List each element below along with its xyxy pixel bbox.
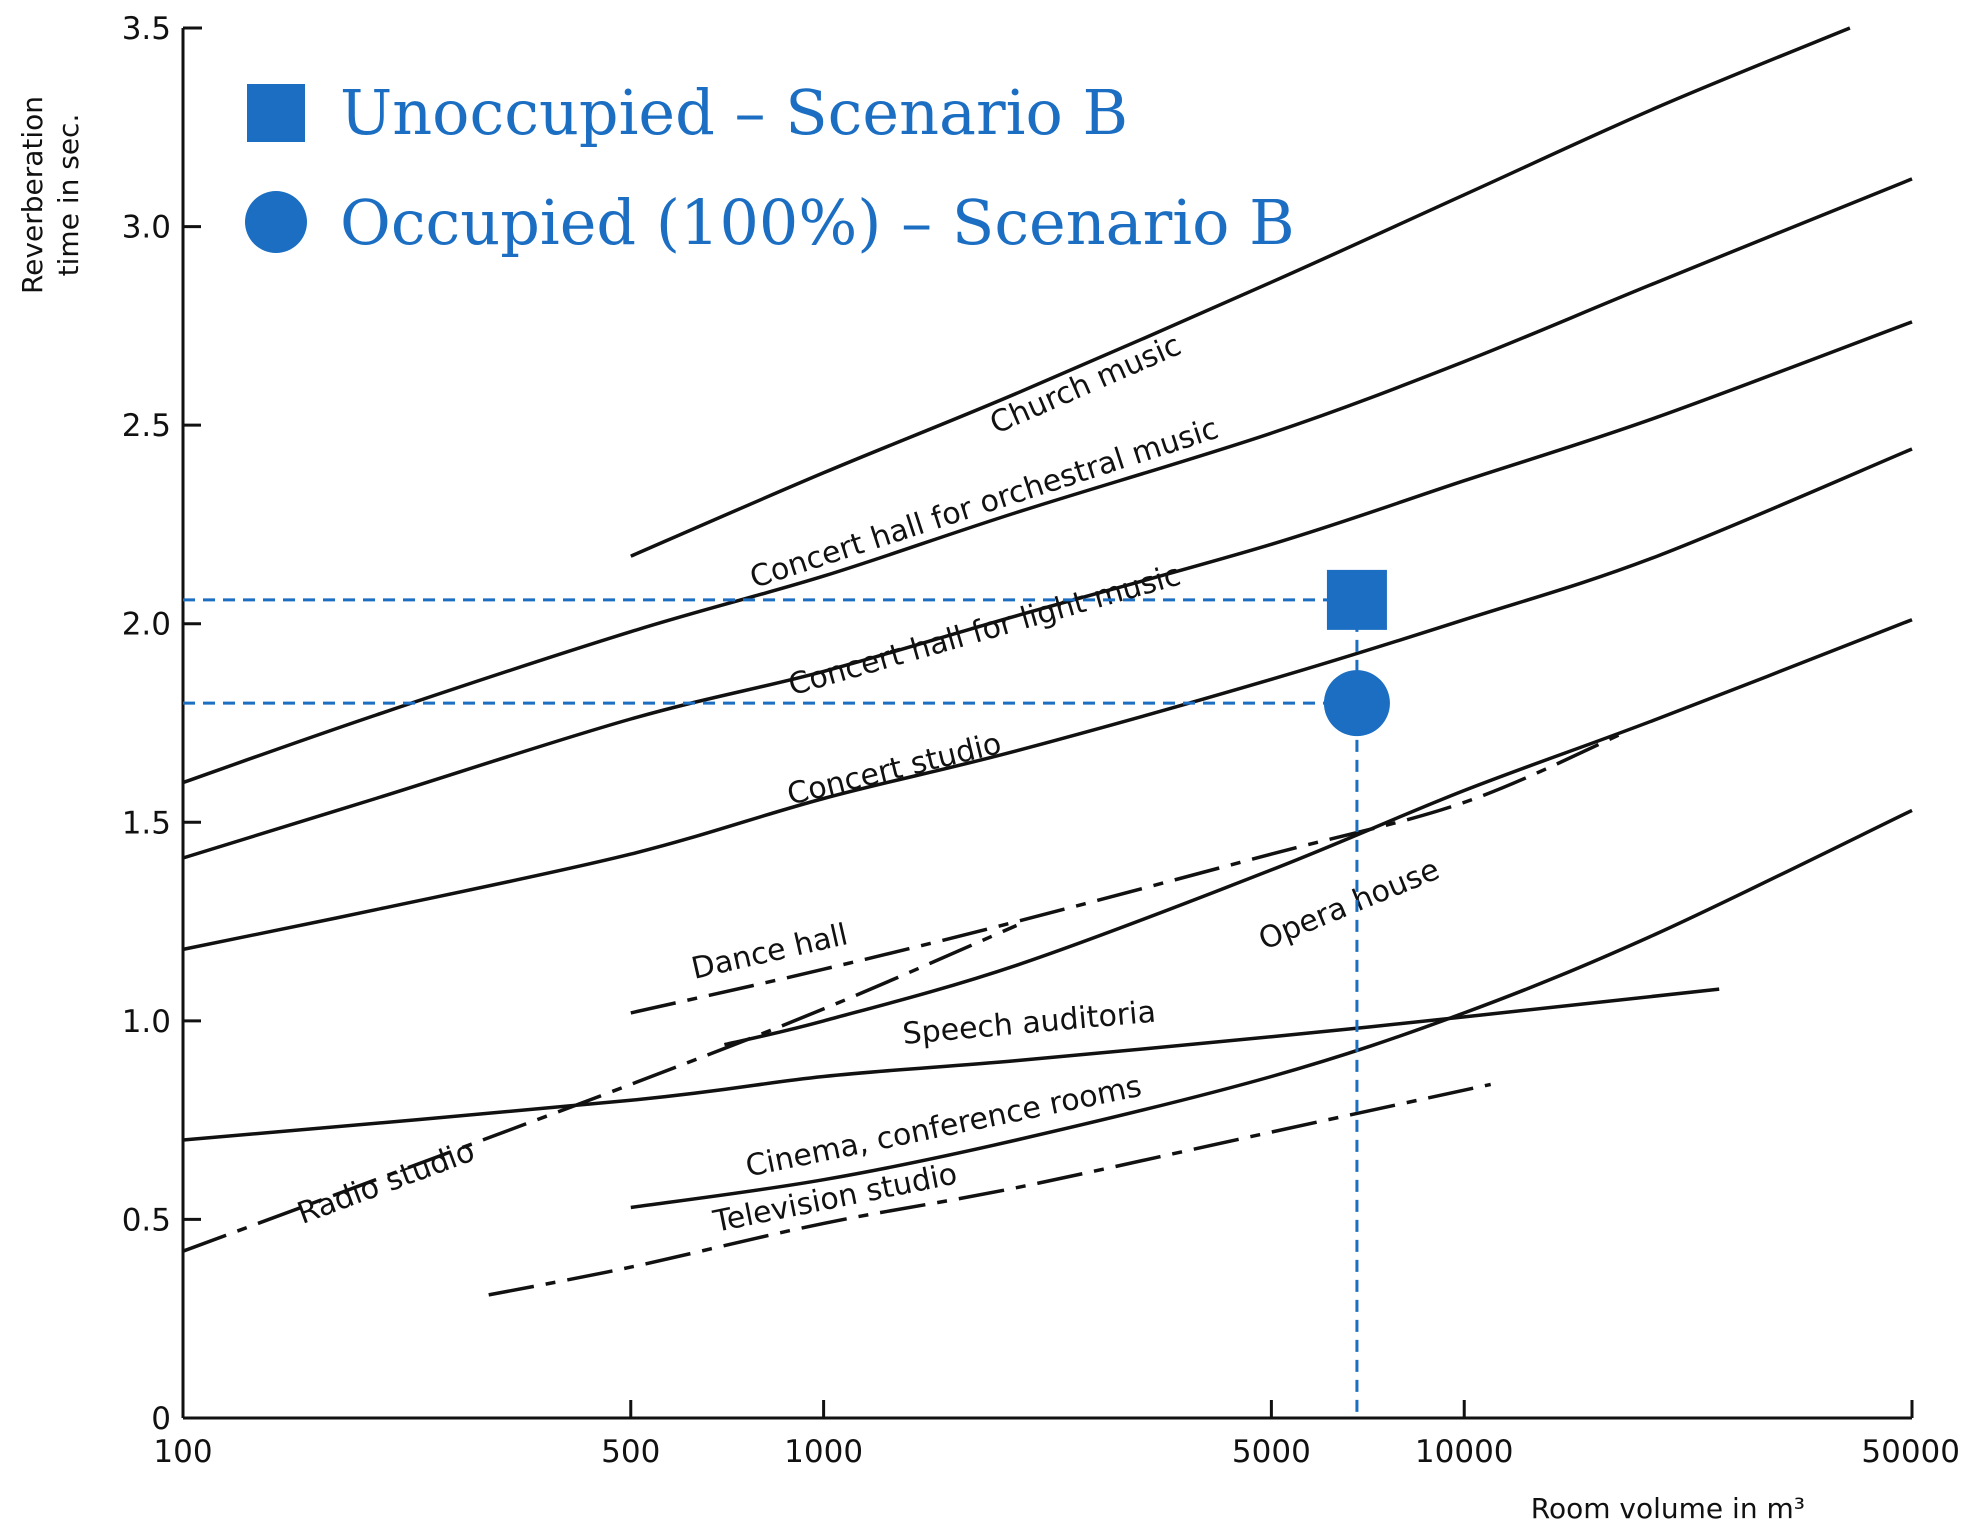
x-tick-label: 1000	[784, 1434, 863, 1470]
legend-square-icon	[247, 84, 305, 142]
curves	[182, 26, 1913, 1297]
y-tick-label: 3.5	[122, 11, 171, 47]
y-tick-label: 3.0	[122, 210, 171, 246]
y-axis-title-line2: time in sec.	[52, 114, 85, 277]
y-axis-title-line1: Reverberation	[16, 96, 49, 294]
curve-opera-house	[723, 618, 1913, 1047]
y-tick-label: 2.0	[122, 607, 171, 643]
marker-occupied-circle	[1323, 670, 1390, 737]
curve-church-music	[630, 26, 1851, 558]
data-markers	[1323, 569, 1390, 737]
y-tick-label: 1.0	[122, 1004, 171, 1040]
curve-concert-hall-for-orchestral-music	[182, 177, 1913, 785]
legend: Unoccupied – Scenario B Occupied (100%) –…	[245, 76, 1295, 259]
guide-lines	[183, 598, 1359, 1418]
marker-unoccupied-square	[1326, 569, 1387, 630]
legend-label-unoccupied-scenario-b: Unoccupied – Scenario B	[340, 76, 1128, 149]
y-tick-label: 0	[151, 1401, 171, 1437]
y-tick-label: 2.5	[122, 408, 171, 444]
legend-circle-icon	[245, 191, 307, 253]
x-axis-title: Room volume in m³	[1531, 1492, 1805, 1525]
curve-concert-hall-for-light-music	[182, 320, 1913, 860]
x-tick-label: 10000	[1415, 1434, 1514, 1470]
x-tick-label: 500	[601, 1434, 660, 1470]
x-tick-label: 50000	[1861, 1434, 1960, 1470]
curve-speech-auditoria	[182, 987, 1720, 1142]
x-ticks: 100 500 1000 5000 10000 50000	[153, 1400, 1960, 1470]
legend-label-occupied-100-scenario-b: Occupied (100%) – Scenario B	[340, 186, 1295, 259]
curve-radio-studio	[182, 923, 1018, 1253]
curve-television-studio	[488, 1082, 1492, 1297]
y-ticks: 0 0.5 1.0 1.5 2.0 2.5 3.0 3.5	[122, 11, 201, 1437]
x-tick-label: 100	[153, 1434, 212, 1470]
y-axis-title: Reverberation time in sec.	[16, 96, 85, 294]
x-tick-label: 5000	[1232, 1434, 1311, 1470]
curve-concert-studio	[182, 447, 1913, 952]
curve-dance-hall	[630, 729, 1629, 1015]
y-tick-label: 1.5	[122, 805, 171, 841]
y-tick-label: 0.5	[122, 1202, 171, 1238]
curve-cinema-conference-rooms	[630, 808, 1913, 1210]
